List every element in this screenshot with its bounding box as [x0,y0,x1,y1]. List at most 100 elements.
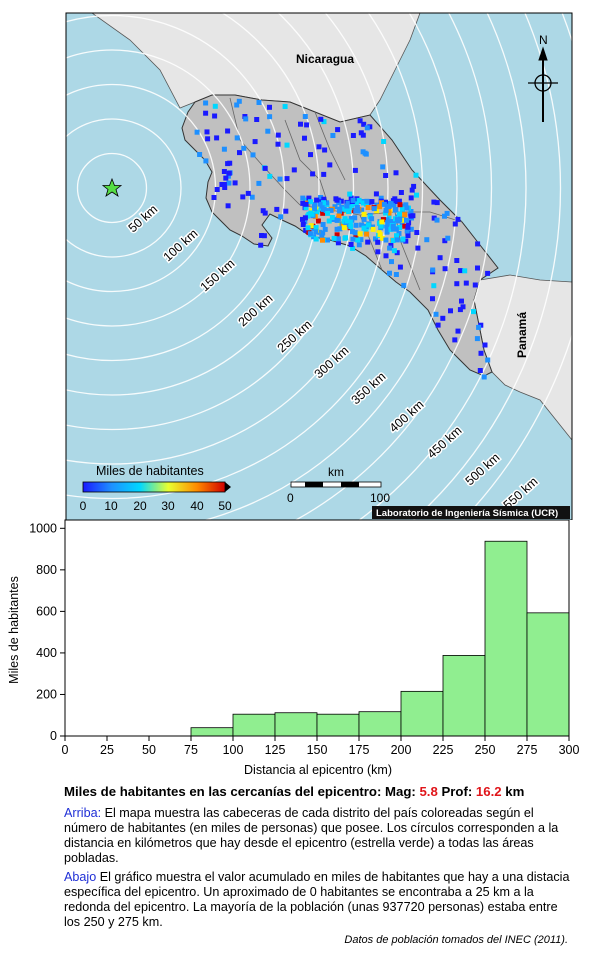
colorbar-tick: 50 [218,499,232,513]
district-point [262,165,268,171]
abajo-text: El gráfico muestra el valor acumulado en… [64,870,570,929]
district-point [397,202,403,208]
district-point [359,207,365,213]
district-point [361,216,367,222]
district-point [300,200,306,206]
district-point [394,237,400,243]
district-point [477,368,483,373]
district-point [311,234,317,240]
district-point [435,322,441,328]
district-point [250,152,256,158]
district-point [454,258,460,263]
district-point [386,219,392,225]
district-point [359,222,365,228]
district-point [365,222,371,228]
x-tick-label: 175 [349,743,370,757]
north-arrow-icon [528,46,558,122]
district-point [391,248,397,254]
district-point [313,229,319,235]
district-point [322,147,328,153]
district-point [321,200,326,206]
histogram-bar [442,655,486,737]
arriba-word: Arriba: [64,806,102,820]
district-point [221,169,227,174]
scale-bar [290,481,382,488]
x-tick-label: 250 [475,743,496,757]
district-point [444,210,450,216]
district-point [267,114,273,120]
district-point [214,135,220,141]
district-point [400,203,406,209]
district-point [386,210,392,216]
district-point [377,232,383,237]
histogram-bar [358,711,402,737]
district-point [327,162,333,168]
district-point [361,225,367,231]
district-point [364,231,370,237]
district-point [452,337,458,343]
x-tick-label: 50 [142,743,156,757]
district-point [400,206,405,212]
x-tick-label: 275 [517,743,538,757]
district-point [313,225,319,231]
district-point [348,224,354,230]
district-point [414,192,419,198]
district-point [474,336,480,342]
district-point [322,226,328,232]
district-point [225,173,231,179]
district-point [378,195,384,201]
depth-label: Prof: [441,784,473,799]
district-point [431,283,437,289]
y-tick-label: 800 [36,563,57,577]
district-point [283,208,289,214]
district-point [237,150,242,156]
district-point [243,116,249,122]
district-point [347,205,353,211]
district-point [222,185,228,190]
district-point [303,205,309,210]
district-point [347,191,353,197]
district-point [430,267,436,273]
x-tick-label: 150 [307,743,328,757]
district-point [400,217,406,223]
district-point [454,281,460,287]
district-point [401,282,407,288]
x-tick-label: 300 [559,743,580,757]
district-point [335,240,341,246]
colorbar [82,481,226,493]
district-point [284,142,290,148]
district-point [316,229,322,235]
district-point [455,216,461,222]
district-point [300,195,306,201]
district-point [404,217,409,223]
district-point [373,236,378,242]
district-point [258,242,264,248]
district-point [365,205,371,210]
district-point [203,100,209,106]
district-point [442,213,447,219]
district-point [340,206,346,212]
district-point [364,125,370,131]
district-point [317,201,323,207]
district-point [319,234,325,240]
district-point [485,357,491,363]
district-point [383,253,389,259]
district-point [395,217,400,223]
district-point [325,210,331,216]
district-point [434,200,440,206]
district-point [205,136,211,142]
district-point [334,232,340,238]
district-point [397,225,403,230]
colorbar-tick: 20 [133,499,147,513]
district-point [275,132,281,138]
district-point [355,237,361,243]
district-point [358,237,364,243]
district-point [457,307,463,313]
district-point [329,215,335,220]
district-point [312,203,318,209]
x-axis-label: Distancia al epicentro (km) [244,763,392,777]
district-point [352,230,358,236]
district-point [234,135,240,141]
district-point [308,223,314,229]
district-point [375,249,381,255]
